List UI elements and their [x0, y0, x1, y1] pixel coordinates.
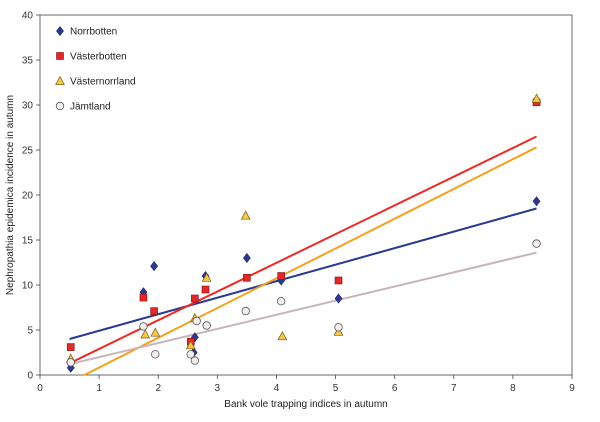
x-tick-label: 1: [96, 383, 102, 394]
legend: Norrbotten Västerbotten Västernorrland Jämt…: [55, 26, 136, 113]
x-tick-label: 3: [215, 383, 221, 394]
trend-line: [69, 207, 537, 340]
data-point: [151, 350, 160, 359]
trend-line: [83, 146, 537, 376]
data-point: [531, 93, 542, 103]
y-tick-label: 15: [22, 236, 34, 247]
data-point: [192, 316, 201, 326]
data-point: [243, 273, 251, 282]
y-tick-label: 35: [22, 56, 34, 67]
y-tick-label: 25: [22, 146, 34, 157]
data-point: [150, 261, 158, 272]
legend-label: Jämtland: [70, 102, 111, 113]
data-point: [334, 293, 343, 304]
y-tick-label: 20: [22, 191, 34, 202]
trend-line: [69, 251, 537, 366]
data-point: [66, 343, 75, 351]
trend-line: [69, 135, 537, 365]
data-point: [66, 358, 75, 367]
plot-frame: [39, 14, 573, 376]
x-tick-label: 6: [392, 383, 398, 394]
legend-marker: [56, 26, 64, 36]
y-tick-label: 5: [27, 326, 33, 337]
data-point: [150, 307, 158, 315]
x-tick-label: 4: [274, 383, 280, 394]
legend-label: Västernorrland: [70, 77, 136, 88]
trend-lines: [69, 135, 537, 376]
legend-marker: [56, 52, 64, 60]
data-point: [277, 272, 285, 280]
data-point: [139, 293, 148, 302]
data-point: [241, 306, 250, 316]
y-tick-label: 10: [22, 281, 34, 292]
data-point: [277, 331, 288, 341]
data-point: [276, 297, 286, 306]
y-tick-label: 30: [22, 101, 34, 112]
x-tick-label: 0: [37, 383, 43, 394]
data-point: [201, 272, 212, 282]
data-points: [65, 93, 542, 373]
y-axis-title: Nephropathia epidemica incidence in autu…: [5, 95, 16, 295]
legend-marker: [55, 101, 65, 111]
data-point: [139, 322, 148, 331]
x-tick-label: 8: [510, 383, 516, 394]
axes: 0 1 2 3 4 5 6 7 8 9 0 5 10 15 20 25 30 35 40: [22, 11, 575, 395]
data-point: [140, 329, 151, 339]
x-tick-label: 5: [333, 383, 339, 394]
data-point: [202, 321, 211, 330]
x-axis-title: Bank vole trapping indices in autumn: [224, 399, 387, 410]
data-point: [240, 210, 251, 220]
legend-label: Västerbotten: [70, 52, 127, 63]
data-point: [150, 327, 161, 337]
data-point: [201, 285, 210, 294]
data-point: [190, 356, 200, 365]
data-point: [532, 239, 541, 248]
x-tick-label: 9: [569, 383, 575, 394]
legend-label: Norrbotten: [70, 27, 117, 38]
x-tick-label: 7: [451, 383, 457, 394]
data-point: [185, 340, 196, 350]
legend-marker: [55, 75, 65, 85]
data-point: [243, 253, 251, 263]
data-point: [334, 323, 343, 332]
data-point: [532, 196, 541, 207]
data-point: [191, 294, 199, 303]
data-point: [186, 350, 195, 359]
data-point: [334, 276, 343, 285]
x-tick-label: 2: [155, 383, 161, 394]
y-tick-label: 0: [27, 371, 33, 382]
y-tick-label: 40: [22, 11, 34, 22]
